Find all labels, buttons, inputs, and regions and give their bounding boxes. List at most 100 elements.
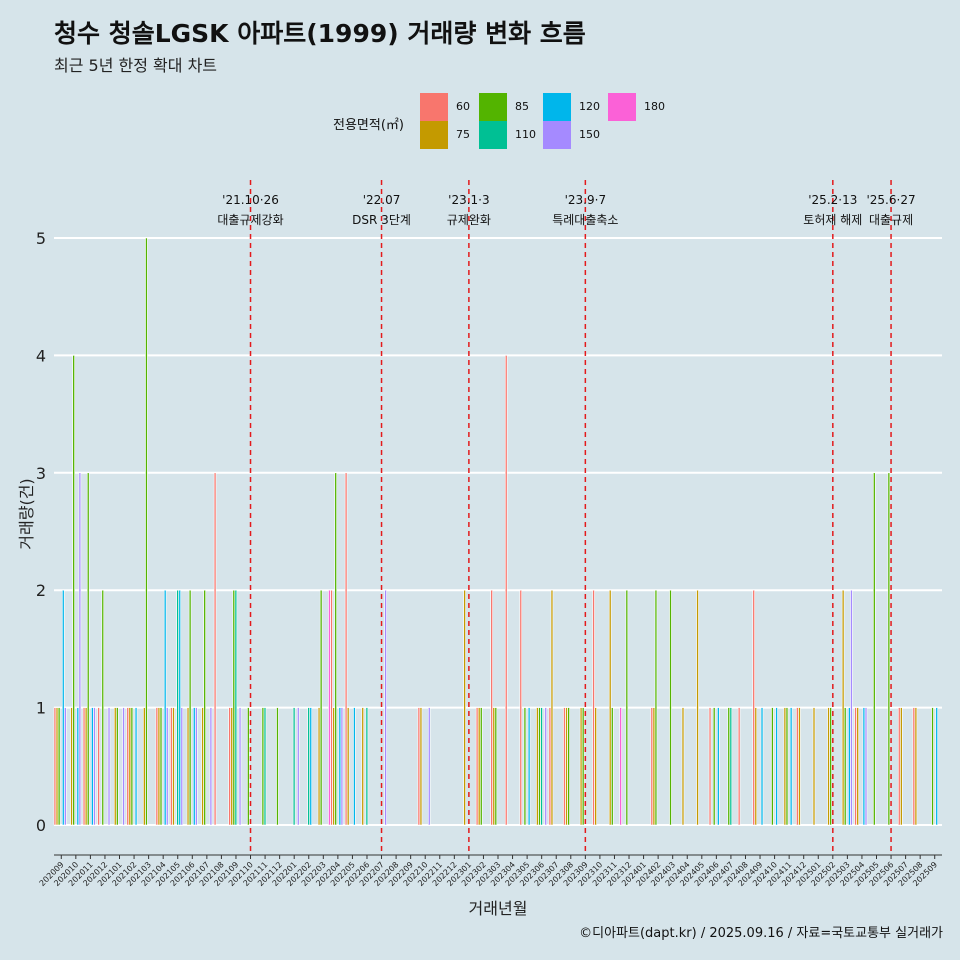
event-label: 규제완화 (447, 213, 491, 227)
bar (188, 589, 192, 826)
bar (856, 707, 859, 826)
bar (365, 707, 369, 826)
bars (53, 237, 938, 826)
legend-swatch (420, 121, 448, 149)
bar (463, 589, 466, 826)
event-date: '25.6·27 (866, 193, 915, 207)
bar (163, 589, 167, 826)
bar (116, 707, 119, 826)
bar (384, 589, 387, 826)
bar (93, 707, 96, 826)
bar (70, 707, 73, 826)
y-axis: 0 1 2 3 4 5 (36, 229, 46, 835)
bar (64, 707, 67, 826)
x-axis: 2020092020102020112020122021012021022021… (38, 854, 942, 888)
bar (165, 707, 169, 826)
legend-swatch (543, 93, 571, 121)
bar (145, 237, 148, 826)
event-label: DSR 3단계 (352, 213, 411, 227)
y-tick-label: 1 (36, 699, 46, 718)
bar (841, 589, 845, 826)
y-tick-label: 0 (36, 816, 46, 835)
bar (234, 589, 238, 826)
bar (178, 589, 181, 826)
chart-title: 청수 청솔LGSK 아파트(1999) 거래량 변화 흐름 (54, 19, 586, 48)
bar (935, 707, 938, 826)
bar (477, 707, 481, 826)
event-date: '22.07 (363, 193, 401, 207)
bar (340, 707, 344, 826)
bar (848, 707, 851, 826)
bar (829, 707, 832, 826)
bar (775, 707, 778, 826)
bar (101, 589, 105, 826)
bar (519, 589, 523, 826)
bar (84, 707, 88, 826)
bar (176, 589, 179, 826)
bar (760, 707, 764, 826)
bar (827, 707, 830, 826)
bar (812, 707, 816, 826)
bar (681, 707, 685, 826)
bar (538, 707, 541, 826)
bar (344, 472, 348, 826)
bar (428, 707, 431, 826)
bar (581, 707, 585, 826)
bar (712, 707, 716, 826)
bar (654, 589, 658, 826)
bar (276, 707, 279, 826)
bar (263, 707, 267, 826)
y-tick-label: 2 (36, 581, 46, 600)
bar (334, 472, 337, 826)
event-label: 대출규제 (869, 213, 913, 227)
bar (297, 707, 300, 826)
bar (708, 707, 712, 826)
source-caption: ©디아파트(dapt.kr) / 2025.09.16 / 자료=국토교통부 실… (579, 926, 943, 941)
bar (261, 707, 265, 826)
legend-label: 120 (579, 100, 600, 113)
bar (292, 707, 296, 826)
legend-swatch (479, 93, 507, 121)
legend-label: 60 (456, 100, 470, 113)
bar (523, 707, 527, 826)
bar (172, 707, 175, 826)
bar (157, 707, 161, 826)
bar (737, 707, 741, 826)
bar (155, 707, 159, 826)
bar (696, 589, 699, 826)
y-axis-label: 거래량(건) (17, 478, 36, 549)
legend-label: 75 (456, 128, 470, 141)
bar (854, 707, 857, 826)
event-label: 대출규제강화 (217, 213, 283, 227)
y-tick-label: 3 (36, 464, 46, 483)
bar (550, 589, 554, 826)
bar (565, 707, 568, 826)
legend-swatch (479, 121, 507, 149)
event-date: '23.1·3 (448, 193, 489, 207)
bar (752, 589, 755, 826)
event-label: 특례대출축소 (552, 213, 618, 227)
bar (328, 589, 331, 826)
bar (717, 707, 720, 826)
bar (475, 707, 479, 826)
bar (213, 472, 217, 826)
bar (843, 707, 847, 826)
bar (527, 707, 531, 826)
bar (309, 707, 312, 826)
bar (107, 707, 111, 826)
bar (898, 707, 901, 826)
legend-label: 150 (579, 128, 600, 141)
legend-swatch (543, 121, 571, 149)
bar (53, 707, 57, 826)
bar (540, 707, 543, 826)
event-date: '23.9·7 (565, 193, 606, 207)
bar (228, 707, 231, 826)
event-label: 토허제 해제 (803, 213, 862, 227)
bar (130, 707, 134, 826)
bar (346, 707, 350, 826)
bar (494, 707, 498, 826)
bar (727, 707, 730, 826)
chart-subtitle: 최근 5년 한정 확대 차트 (54, 56, 218, 75)
bar (729, 707, 733, 826)
legend-title: 전용면적(㎡) (333, 118, 404, 133)
